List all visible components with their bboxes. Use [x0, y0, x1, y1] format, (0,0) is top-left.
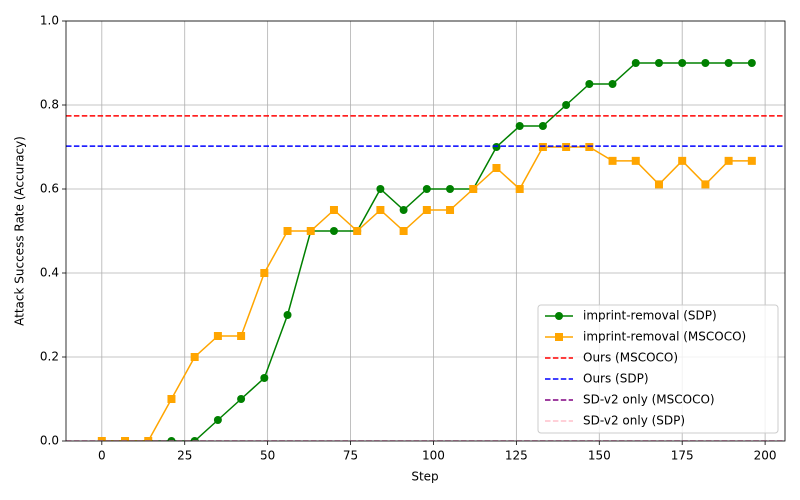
marker [422, 206, 431, 214]
marker [608, 80, 617, 88]
marker [190, 437, 199, 441]
marker [631, 59, 640, 67]
y-tick-label: 0.0 [40, 434, 59, 448]
marker [515, 122, 524, 130]
x-tick-label: 50 [260, 449, 275, 463]
marker [585, 80, 594, 88]
legend-label: imprint-removal (SDP) [583, 309, 717, 323]
legend-box [537, 304, 779, 434]
legend-marker [555, 312, 563, 320]
x-tick-label: 100 [422, 449, 445, 463]
marker [376, 185, 385, 193]
marker [422, 185, 431, 193]
marker [515, 185, 524, 193]
marker [747, 59, 756, 67]
marker [492, 143, 501, 151]
marker [237, 395, 246, 403]
axes-frame [65, 20, 786, 442]
x-axis-label: Step [411, 470, 438, 484]
marker [654, 180, 663, 189]
marker [213, 332, 222, 340]
legend-label: imprint-removal (MSCOCO) [583, 330, 746, 344]
marker [701, 180, 710, 189]
marker [701, 59, 710, 67]
marker [167, 395, 176, 403]
x-tick-label: 200 [754, 449, 777, 463]
y-tick-label: 0.6 [40, 182, 59, 196]
marker [121, 437, 130, 441]
marker [608, 156, 617, 165]
marker [167, 437, 176, 441]
marker [190, 353, 199, 361]
marker [678, 156, 687, 165]
marker [724, 156, 733, 165]
y-tick-label: 0.2 [40, 350, 59, 364]
x-tick-label: 25 [177, 449, 192, 463]
marker [446, 185, 455, 193]
legend-label: SD-v2 only (SDP) [583, 414, 685, 428]
marker [631, 156, 640, 165]
marker [492, 164, 501, 172]
marker [538, 122, 547, 130]
marker [724, 59, 733, 67]
x-tick-label: 175 [671, 449, 694, 463]
legend-marker [555, 333, 563, 341]
marker [353, 227, 362, 235]
marker [562, 101, 571, 109]
marker [283, 227, 292, 235]
marker [654, 59, 663, 67]
x-tick-label: 75 [343, 449, 358, 463]
marker [446, 206, 455, 214]
marker [585, 143, 594, 151]
marker [260, 269, 269, 277]
marker [237, 332, 246, 340]
x-tick-label: 150 [588, 449, 611, 463]
y-tick-label: 0.4 [40, 266, 59, 280]
marker [376, 206, 385, 214]
y-tick-label: 1.0 [40, 14, 59, 28]
marker [260, 374, 269, 382]
legend-label: SD-v2 only (MSCOCO) [583, 393, 715, 407]
marker [306, 227, 315, 235]
marker [538, 143, 547, 151]
y-tick-label: 0.8 [40, 98, 59, 112]
marker [213, 416, 222, 424]
marker [399, 206, 408, 214]
plot-area [66, 59, 785, 441]
marker [97, 437, 106, 441]
marker [329, 227, 338, 235]
legend-label: Ours (MSCOCO) [583, 351, 678, 365]
legend-label: Ours (SDP) [583, 372, 649, 386]
y-axis-label: Attack Success Rate (Accuracy) [13, 136, 27, 326]
marker [678, 59, 687, 67]
marker [329, 206, 338, 214]
marker [399, 227, 408, 235]
marker [469, 185, 478, 193]
marker [747, 156, 756, 165]
x-tick-label: 125 [505, 449, 528, 463]
marker [283, 311, 292, 319]
marker [144, 437, 153, 441]
marker [562, 143, 571, 151]
x-tick-label: 0 [98, 449, 106, 463]
